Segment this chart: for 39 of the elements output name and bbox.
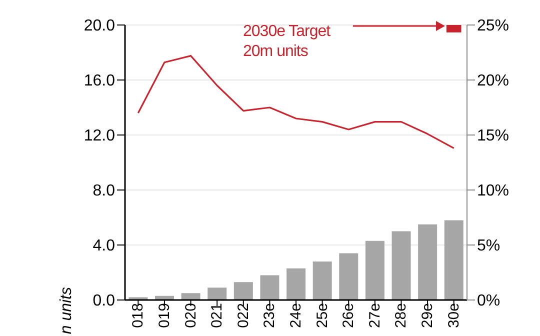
bar — [339, 253, 358, 300]
y2-tick-label: 10% — [477, 182, 510, 200]
bar — [181, 293, 200, 300]
bar — [312, 262, 332, 300]
y2-tick-label: 0% — [477, 292, 500, 310]
bar — [392, 231, 411, 300]
x-tick-label: 29e — [419, 303, 436, 328]
y-tick-label: 12.0 — [84, 128, 116, 145]
y-tick-label: 20.0 — [84, 18, 116, 35]
y-tick-label: 4.0 — [92, 238, 116, 255]
line-series — [137, 55, 455, 149]
bar — [418, 224, 438, 300]
x-tick-label: 27e — [366, 303, 384, 328]
x-tick-label: 24e — [288, 303, 304, 328]
x-tick-label: 020 — [182, 303, 200, 328]
bar — [286, 268, 306, 300]
y2-tick-label: 20% — [477, 72, 510, 90]
x-tick-label: 28e — [392, 303, 410, 328]
x-tick-label: 30e — [445, 303, 462, 328]
x-tick-label: 26e — [340, 303, 358, 328]
y2-tick-label: 25% — [477, 18, 510, 35]
y-tick-label: 0.0 — [92, 292, 116, 310]
y2-tick-label: 15% — [477, 128, 510, 145]
bar — [444, 220, 464, 300]
annotation: 2030e Target 20m units — [243, 23, 332, 60]
bar — [234, 282, 253, 300]
x-tick-label: 019 — [156, 303, 173, 328]
x-tick-label: 23e — [261, 303, 278, 328]
x-tick-label: 018 — [130, 303, 147, 328]
bar — [260, 275, 280, 300]
x-tick-label: 25e — [314, 303, 331, 328]
x-tick-label: 021 — [208, 303, 226, 328]
bar — [208, 288, 227, 300]
bar — [365, 240, 384, 300]
y-axis-title: n units — [58, 287, 75, 334]
y-tick-label: 8.0 — [92, 182, 116, 200]
x-tick-label: 022 — [234, 303, 252, 328]
y-tick-label: 16.0 — [84, 72, 116, 90]
y2-tick-label: 5% — [477, 238, 500, 255]
